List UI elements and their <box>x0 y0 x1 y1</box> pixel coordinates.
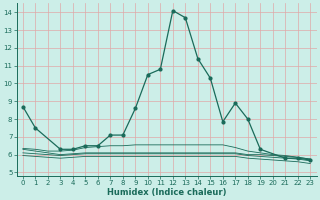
X-axis label: Humidex (Indice chaleur): Humidex (Indice chaleur) <box>107 188 226 197</box>
